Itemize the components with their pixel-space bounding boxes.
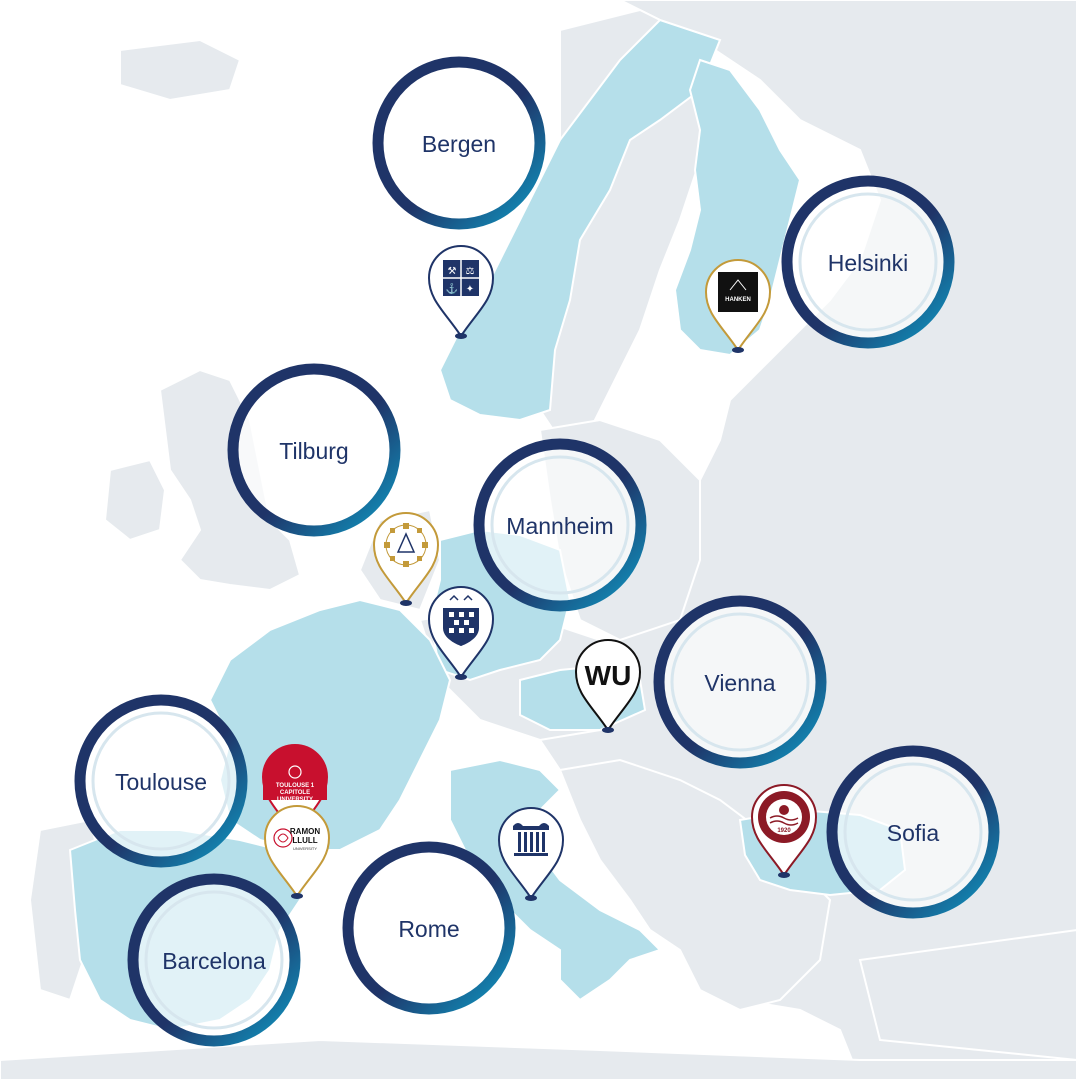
tilburg-seal-icon — [384, 523, 428, 567]
city-label: Rome — [398, 916, 459, 942]
city-label: Mannheim — [506, 513, 613, 539]
svg-text:⚒: ⚒ — [448, 266, 457, 277]
unwe-seal-icon: 1920 — [758, 791, 810, 843]
city-label: Sofia — [887, 820, 940, 846]
city-circle-bergen[interactable]: Bergen — [372, 56, 546, 230]
city-label: Helsinki — [828, 250, 909, 276]
norway-region — [438, 18, 722, 422]
svg-text:HANKEN: HANKEN — [725, 297, 751, 303]
svg-text:CAPITOLE: CAPITOLE — [280, 790, 310, 796]
city-circle-barcelona[interactable]: Barcelona — [127, 873, 301, 1047]
svg-text:1920: 1920 — [777, 828, 791, 834]
column-icon — [513, 823, 549, 856]
city-label: Toulouse — [115, 769, 207, 795]
mannheim-crest-icon — [443, 594, 479, 646]
city-markers: Bergen Helsinki Tilburg Mannheim Vienna … — [74, 56, 1000, 1047]
city-circle-helsinki[interactable]: Helsinki — [781, 175, 955, 349]
city-label: Barcelona — [162, 948, 266, 974]
city-circle-vienna[interactable]: Vienna — [653, 595, 827, 769]
city-label: Vienna — [704, 670, 775, 696]
city-label: Tilburg — [279, 438, 348, 464]
svg-text:⚓: ⚓ — [446, 282, 458, 295]
nhh-crest-icon: ⚒ ⚖ ⚓ ✦ — [443, 260, 479, 296]
svg-text:✦: ✦ — [466, 284, 474, 295]
france-region — [208, 598, 452, 851]
city-circle-tilburg[interactable]: Tilburg — [227, 363, 401, 537]
tilburg-pin[interactable] — [372, 512, 440, 606]
rome-pin[interactable] — [497, 807, 565, 901]
mannheim-pin[interactable] — [427, 586, 495, 680]
svg-text:TOULOUSE 1: TOULOUSE 1 — [276, 783, 315, 789]
sofia-pin[interactable]: 1920 — [750, 784, 818, 878]
wu-logo-icon: WU — [585, 660, 632, 691]
bergen-pin[interactable]: ⚒ ⚖ ⚓ ✦ — [427, 245, 495, 339]
svg-text:RAMON: RAMON — [290, 827, 320, 836]
city-circle-toulouse[interactable]: Toulouse — [74, 694, 248, 868]
vienna-pin[interactable]: WU — [574, 639, 642, 733]
hanken-logo-icon: HANKEN — [718, 272, 758, 312]
toulouse-logo-icon: TOULOUSE 1 CAPITOLE UNIVERSITY — [263, 745, 327, 803]
city-label: Bergen — [422, 131, 496, 157]
ramon-llull-logo-icon: RAMON LLULL UNIVERSITY — [273, 827, 320, 851]
svg-text:UNIVERSITY: UNIVERSITY — [293, 846, 317, 851]
city-circle-rome[interactable]: Rome — [342, 841, 516, 1015]
barcelona-pin[interactable]: RAMON LLULL UNIVERSITY — [263, 805, 331, 899]
city-circle-sofia[interactable]: Sofia — [826, 745, 1000, 919]
svg-text:⚖: ⚖ — [466, 266, 475, 277]
city-circle-mannheim[interactable]: Mannheim — [473, 438, 647, 612]
svg-text:LLULL: LLULL — [292, 836, 317, 845]
svg-text:UNIVERSITY: UNIVERSITY — [277, 797, 313, 803]
university-pins: ⚒ ⚖ ⚓ ✦ HANKEN — [261, 245, 818, 901]
helsinki-pin[interactable]: HANKEN — [704, 259, 772, 353]
